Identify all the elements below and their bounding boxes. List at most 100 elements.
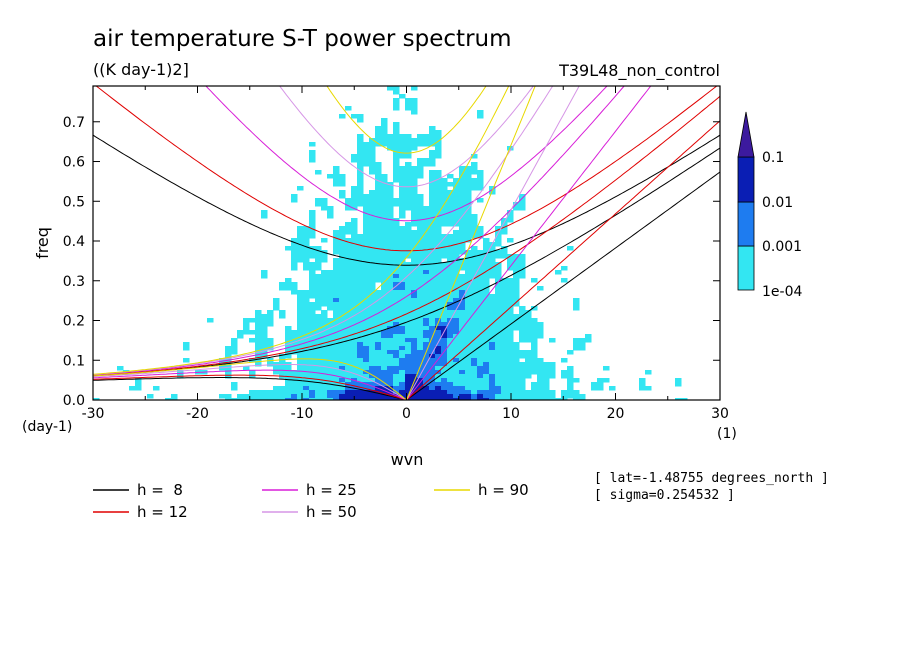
- heatmap-cell: [309, 266, 316, 271]
- heatmap-cell: [555, 270, 562, 275]
- heatmap-cell: [315, 294, 322, 299]
- heatmap-cell: [405, 266, 412, 271]
- heatmap-cell: [351, 382, 358, 387]
- heatmap-cell: [219, 358, 226, 363]
- heatmap-cell: [453, 294, 460, 299]
- heatmap-cell: [555, 398, 562, 400]
- heatmap-cell: [399, 274, 406, 279]
- heatmap-cell: [441, 290, 448, 295]
- y-tick-label: 0.1: [63, 353, 85, 369]
- heatmap-cell: [459, 238, 466, 243]
- heatmap-cell: [411, 210, 418, 215]
- heatmap-cell: [291, 262, 298, 267]
- heatmap-cell: [405, 354, 412, 359]
- heatmap-cell: [345, 306, 352, 311]
- heatmap-cell: [369, 366, 376, 371]
- heatmap-cell: [249, 338, 256, 343]
- heatmap-cell: [471, 322, 478, 327]
- heatmap-cell: [453, 338, 460, 343]
- heatmap-cell: [411, 194, 418, 199]
- heatmap-cell: [465, 210, 472, 215]
- heatmap-cell: [267, 390, 274, 395]
- heatmap-cell: [315, 282, 322, 287]
- heatmap-cell: [405, 286, 412, 291]
- heatmap-cell: [393, 174, 400, 179]
- heatmap-cell: [345, 378, 352, 383]
- heatmap-cell: [375, 274, 382, 279]
- heatmap-cell: [435, 282, 442, 287]
- heatmap-cell: [495, 334, 502, 339]
- heatmap-cell: [387, 294, 394, 299]
- heatmap-cell: [435, 234, 442, 239]
- heatmap-cell: [459, 346, 466, 351]
- heatmap-cell: [333, 290, 340, 295]
- heatmap-cell: [489, 254, 496, 259]
- heatmap-cell: [381, 274, 388, 279]
- heatmap-cell: [489, 314, 496, 319]
- heatmap-cell: [465, 230, 472, 235]
- heatmap-cell: [417, 370, 424, 375]
- heatmap-cell: [429, 158, 436, 163]
- heatmap-cell: [363, 230, 370, 235]
- heatmap-cell: [495, 286, 502, 291]
- heatmap-cell: [369, 334, 376, 339]
- heatmap-cell: [423, 294, 430, 299]
- heatmap-cell: [423, 338, 430, 343]
- heatmap-cell: [351, 302, 358, 307]
- heatmap-cell: [309, 234, 316, 239]
- heatmap-cell: [567, 246, 574, 251]
- heatmap-cell: [579, 394, 586, 399]
- heatmap-cell: [423, 142, 430, 147]
- heatmap-cell: [327, 362, 334, 367]
- heatmap-cell: [321, 322, 328, 327]
- heatmap-cell: [333, 174, 340, 179]
- heatmap-cell: [231, 338, 238, 343]
- heatmap-cell: [399, 174, 406, 179]
- heatmap-cell: [441, 194, 448, 199]
- heatmap-cell: [375, 190, 382, 195]
- heatmap-cell: [489, 302, 496, 307]
- heatmap-cell: [477, 386, 484, 391]
- heatmap-cell: [369, 190, 376, 195]
- heatmap-cell: [477, 350, 484, 355]
- heatmap-cell: [357, 138, 364, 143]
- heatmap-cell: [381, 254, 388, 259]
- heatmap-cell: [261, 338, 268, 343]
- heatmap-cell: [345, 398, 352, 400]
- heatmap-cell: [339, 242, 346, 247]
- heatmap-cell: [291, 398, 298, 400]
- heatmap-cell: [495, 294, 502, 299]
- heatmap-cell: [483, 266, 490, 271]
- heatmap-cell: [429, 370, 436, 375]
- heatmap-cell: [339, 174, 346, 179]
- heatmap-cell: [519, 370, 526, 375]
- heatmap-cell: [447, 182, 454, 187]
- heatmap-cell: [405, 290, 412, 295]
- heatmap-cell: [291, 290, 298, 295]
- heatmap-cell: [465, 378, 472, 383]
- heatmap-cell: [357, 334, 364, 339]
- heatmap-cell: [327, 302, 334, 307]
- heatmap-cell: [339, 334, 346, 339]
- heatmap-cell: [447, 174, 454, 179]
- legend-label: h = 25: [306, 481, 357, 499]
- heatmap-cell: [507, 334, 514, 339]
- heatmap-cell: [471, 370, 478, 375]
- heatmap-cell: [375, 210, 382, 215]
- heatmap-cell: [357, 314, 364, 319]
- heatmap-cell: [411, 106, 418, 111]
- heatmap-cell: [453, 234, 460, 239]
- heatmap-cell: [261, 326, 268, 331]
- heatmap-cell: [405, 298, 412, 303]
- heatmap-cell: [375, 162, 382, 167]
- heatmap-cell: [387, 350, 394, 355]
- dispersion-curve: [406, 171, 720, 400]
- heatmap-cell: [501, 346, 508, 351]
- heatmap-cell: [303, 302, 310, 307]
- heatmap-cell: [567, 366, 574, 371]
- heatmap-cell: [387, 206, 394, 211]
- heatmap-cell: [543, 378, 550, 383]
- heatmap-cell: [477, 170, 484, 175]
- heatmap-cell: [381, 302, 388, 307]
- heatmap-cell: [255, 390, 262, 395]
